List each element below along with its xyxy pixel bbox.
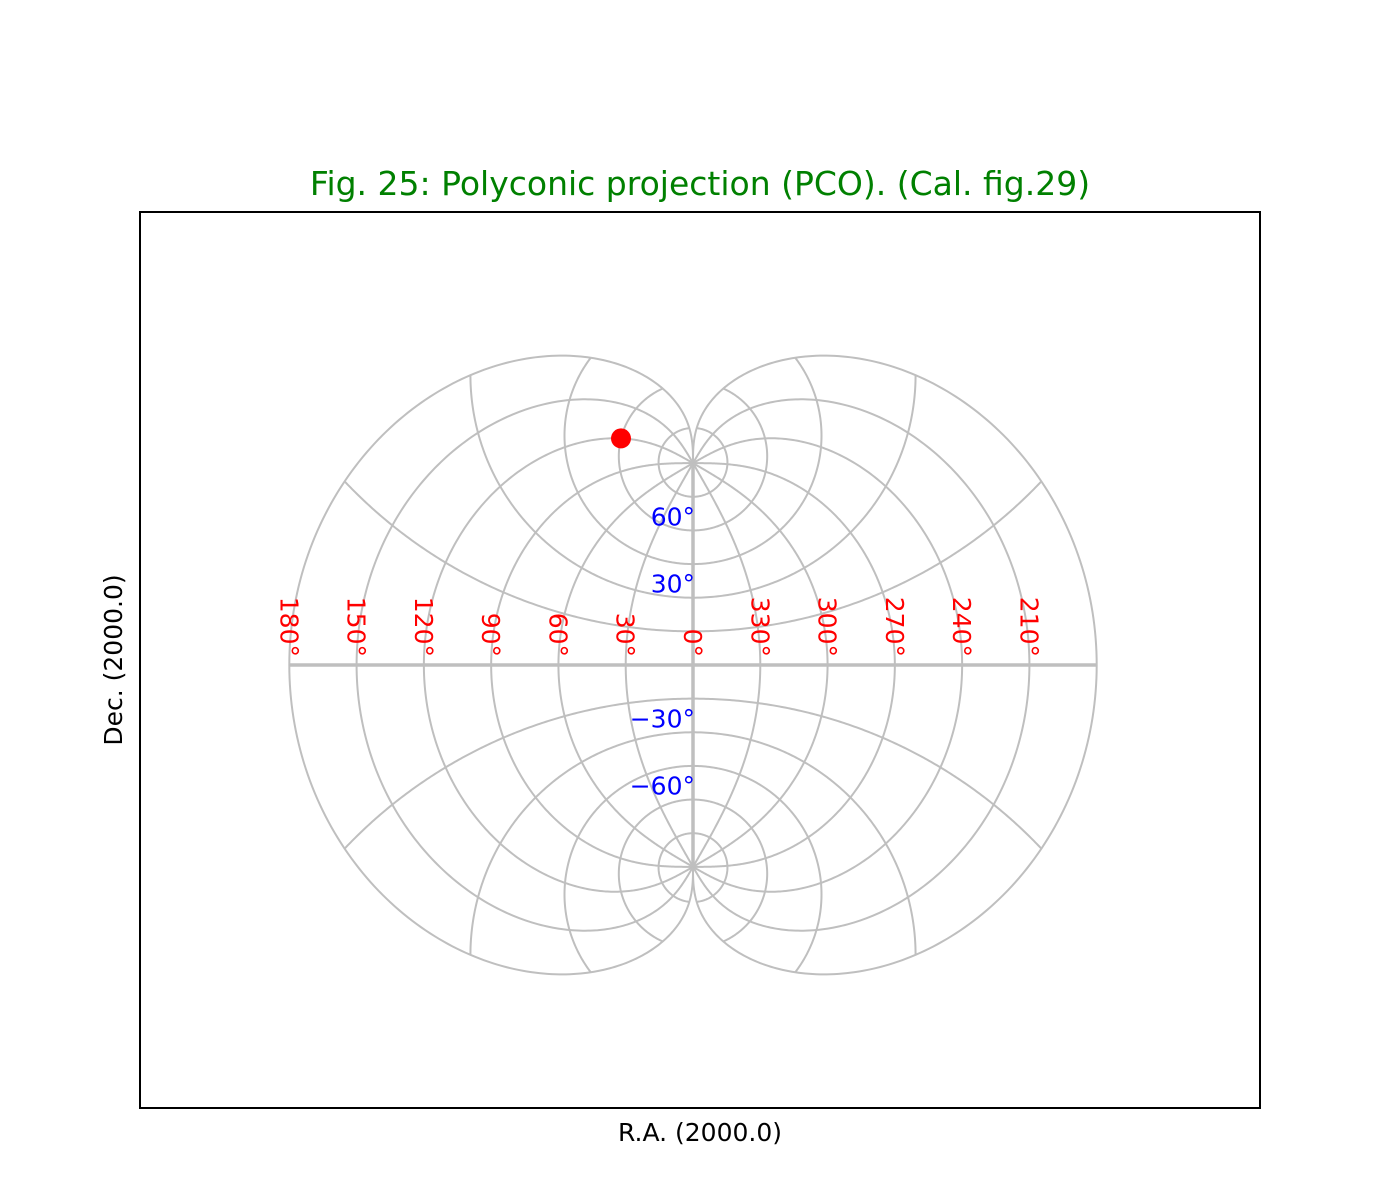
dec-tick-label: 60° — [651, 502, 695, 531]
ra-tick-label: 60° — [543, 613, 572, 657]
marker-group — [611, 428, 631, 449]
y-axis-label: Dec. (2000.0) — [99, 574, 128, 745]
dec-tick-label: 30° — [651, 570, 695, 599]
parallel-line — [563, 357, 823, 566]
ra-tick-label: 30° — [611, 613, 640, 657]
ra-tick-label: 300° — [813, 597, 842, 657]
plot-frame — [139, 211, 1261, 1109]
parallel-line — [563, 764, 823, 973]
parallel-line — [657, 832, 729, 903]
ra-tick-label: 180° — [274, 597, 303, 657]
ra-tick-label: 330° — [745, 597, 774, 657]
ra-tick-label: 240° — [947, 597, 976, 657]
parallel-line — [469, 375, 917, 599]
parallel-line — [343, 480, 1043, 633]
ra-tick-label: 0° — [678, 629, 707, 657]
dec-tick-label: −60° — [630, 772, 695, 801]
parallel-line — [657, 427, 729, 498]
parallel-line — [617, 798, 769, 943]
ra-tick-labels: 150° 120° 90° 60° 30° 0° 330° 300° 270° 240° 210° 1… — [274, 597, 1043, 657]
x-axis-label: R.A. (2000.0) — [618, 1118, 782, 1147]
ra-tick-label: 270° — [880, 597, 909, 657]
dec-tick-labels: 60° 30° −30° −60° — [630, 502, 695, 800]
figure-title: Fig. 25: Polyconic projection (PCO). (Ca… — [310, 164, 1090, 203]
parallel-line — [469, 731, 917, 955]
ra-tick-label: 90° — [476, 613, 505, 657]
ra-tick-label: 210° — [1014, 597, 1043, 657]
parallel-line — [343, 697, 1043, 850]
ra-tick-label: 150° — [342, 597, 371, 657]
ra-tick-label: 120° — [409, 597, 438, 657]
position-marker — [611, 428, 631, 449]
dec-tick-label: −30° — [630, 704, 695, 733]
graticule — [288, 354, 1098, 976]
